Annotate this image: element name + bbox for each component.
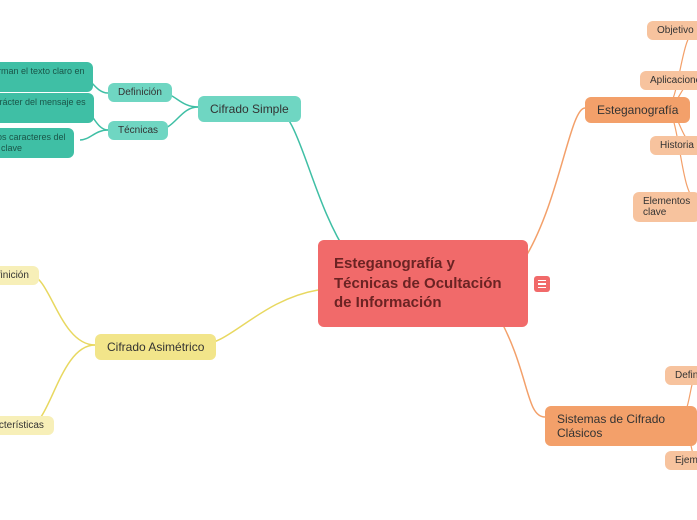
node-sc-definicion[interactable]: Definici xyxy=(665,366,697,385)
node-cs-tec-detail1[interactable]: e: cada carácter del mensaje es o xyxy=(0,93,94,123)
node-cs-def-detail[interactable]: ue transforman el texto claro en ble xyxy=(0,62,93,92)
node-sc-ejemplos[interactable]: Ejempl xyxy=(665,451,697,470)
node-cs-definicion[interactable]: Definición xyxy=(108,83,172,102)
central-node[interactable]: Esteganografía y Técnicas de Ocultación … xyxy=(318,240,528,327)
node-est-aplicaciones[interactable]: Aplicaciones xyxy=(640,71,697,90)
node-est-historia[interactable]: Historia xyxy=(650,136,697,155)
node-cifrado-simple[interactable]: Cifrado Simple xyxy=(198,96,301,122)
central-label: Esteganografía y Técnicas de Ocultación … xyxy=(334,254,512,313)
node-est-objetivo[interactable]: Objetivo xyxy=(647,21,697,40)
menu-icon[interactable] xyxy=(534,276,550,292)
node-ca-definicion[interactable]: Definición xyxy=(0,266,39,285)
node-cs-tecnicas[interactable]: Técnicas xyxy=(108,121,168,140)
node-esteganografia[interactable]: Esteganografía xyxy=(585,97,690,123)
node-sistemas-clasicos[interactable]: Sistemas de Cifrado Clásicos xyxy=(545,406,697,446)
node-cs-tec-detail2[interactable]: organiza los caracteres del n patrón o c… xyxy=(0,128,74,158)
node-est-elementos[interactable]: Elementos clave xyxy=(633,192,697,222)
node-cifrado-asimetrico[interactable]: Cifrado Asimétrico xyxy=(95,334,216,360)
node-ca-ejemplos[interactable]: mplos y Características xyxy=(0,416,54,435)
